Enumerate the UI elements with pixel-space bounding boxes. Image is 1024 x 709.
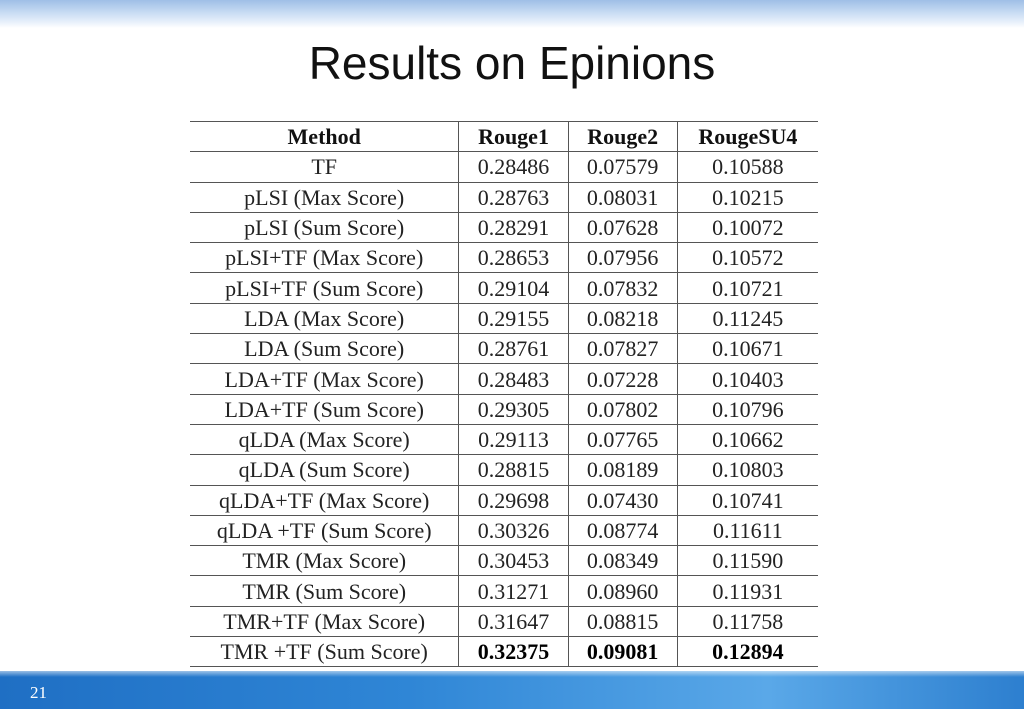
cell-rouge1: 0.28486 — [458, 151, 569, 183]
cell-rouge1: 0.28653 — [458, 242, 569, 274]
cell-rouge2: 0.07765 — [567, 423, 678, 456]
table-header-row: Method Rouge1 Rouge2 RougeSU4 — [190, 120, 818, 153]
cell-rouge2: 0.07430 — [567, 484, 678, 516]
cell-rougesu4: 0.10796 — [676, 393, 818, 425]
table-row: TMR (Sum Score) 0.31271 0.08960 0.11931 — [190, 575, 818, 607]
cell-rouge1: 0.28761 — [458, 333, 569, 365]
cell-rougesu4: 0.11931 — [676, 575, 818, 607]
cell-rouge2: 0.08349 — [567, 545, 678, 577]
cell-rouge1: 0.29113 — [458, 423, 569, 456]
table-row: pLSI+TF (Max Score) 0.28653 0.07956 0.10572 — [190, 242, 818, 274]
cell-rouge1: 0.29104 — [458, 272, 569, 304]
cell-rouge2: 0.08960 — [567, 575, 678, 607]
cell-rouge2: 0.07832 — [567, 272, 678, 304]
cell-rouge1: 0.31271 — [458, 575, 569, 607]
cell-rougesu4: 0.10803 — [676, 454, 818, 486]
cell-method: pLSI+TF (Sum Score) — [190, 272, 459, 304]
table-row: TF 0.28486 0.07579 0.10588 — [190, 151, 818, 183]
table-row: qLDA (Max Score) 0.29113 0.07765 0.10662 — [190, 423, 818, 456]
cell-rouge2: 0.07802 — [567, 393, 678, 425]
bottom-decorative-band — [0, 671, 1024, 709]
cell-method: LDA (Max Score) — [190, 302, 459, 335]
cell-method: TF — [190, 151, 459, 183]
cell-rougesu4: 0.10662 — [676, 423, 818, 456]
cell-rougesu4: 0.10215 — [676, 181, 818, 213]
cell-rouge2: 0.08218 — [567, 302, 678, 335]
slide-title: Results on Epinions — [308, 37, 716, 89]
cell-rouge2: 0.08189 — [567, 454, 678, 486]
cell-rougesu4: 0.12894 — [676, 636, 818, 668]
cell-rouge2: 0.08815 — [567, 605, 678, 638]
cell-method: LDA (Sum Score) — [190, 333, 459, 365]
cell-method: qLDA +TF (Sum Score) — [190, 514, 459, 547]
cell-rouge2: 0.08031 — [567, 181, 678, 213]
cell-rouge2: 0.09081 — [567, 636, 678, 668]
top-decorative-band — [0, 0, 1024, 28]
cell-rougesu4: 0.10671 — [676, 333, 818, 365]
cell-rouge1: 0.31647 — [458, 605, 569, 638]
table-body: TF 0.28486 0.07579 0.10588 pLSI (Max Score) 0… — [190, 151, 818, 668]
cell-rouge1: 0.32375 — [458, 636, 569, 668]
cell-rouge2: 0.07956 — [567, 242, 678, 274]
cell-method: qLDA (Sum Score) — [190, 454, 459, 486]
cell-method: pLSI+TF (Max Score) — [190, 242, 459, 274]
table-row: TMR+TF (Max Score) 0.31647 0.08815 0.11758 — [190, 605, 818, 638]
cell-rougesu4: 0.11611 — [676, 514, 818, 547]
cell-method: qLDA (Max Score) — [190, 423, 459, 456]
cell-rouge1: 0.28483 — [458, 363, 569, 395]
cell-rougesu4: 0.11758 — [676, 605, 818, 638]
cell-rouge2: 0.08774 — [567, 514, 678, 547]
cell-method: LDA+TF (Max Score) — [190, 363, 459, 395]
slide-number: 21 — [30, 683, 47, 702]
cell-method: pLSI (Sum Score) — [190, 211, 459, 244]
cell-rouge1: 0.29698 — [458, 484, 569, 516]
table-row: LDA+TF (Max Score) 0.28483 0.07228 0.10403 — [190, 363, 818, 395]
cell-method: TMR+TF (Max Score) — [190, 605, 459, 638]
cell-rouge1: 0.30453 — [458, 545, 569, 577]
cell-rouge1: 0.28815 — [458, 454, 569, 486]
cell-rouge2: 0.07228 — [567, 363, 678, 395]
cell-rougesu4: 0.10403 — [676, 363, 818, 395]
table-row: LDA (Max Score) 0.29155 0.08218 0.11245 — [190, 302, 818, 335]
cell-rougesu4: 0.10741 — [676, 484, 818, 516]
cell-rougesu4: 0.10721 — [676, 272, 818, 304]
cell-rouge1: 0.29155 — [458, 302, 569, 335]
results-table: Method Rouge1 Rouge2 RougeSU4 TF 0.28486 0… — [190, 120, 818, 668]
cell-rougesu4: 0.10072 — [676, 211, 818, 244]
table-row: LDA (Sum Score) 0.28761 0.07827 0.10671 — [190, 333, 818, 365]
table-row: pLSI (Max Score) 0.28763 0.08031 0.10215 — [190, 181, 818, 213]
header-method: Method — [190, 120, 459, 153]
table-row: pLSI (Sum Score) 0.28291 0.07628 0.10072 — [190, 211, 818, 244]
cell-rouge1: 0.29305 — [458, 393, 569, 425]
table-row: pLSI+TF (Sum Score) 0.29104 0.07832 0.10721 — [190, 272, 818, 304]
table-row: TMR (Max Score) 0.30453 0.08349 0.11590 — [190, 545, 818, 577]
cell-rougesu4: 0.11590 — [676, 545, 818, 577]
table-row: qLDA+TF (Max Score) 0.29698 0.07430 0.10741 — [190, 484, 818, 516]
cell-rouge2: 0.07628 — [567, 211, 678, 244]
table-row: TMR +TF (Sum Score) 0.32375 0.09081 0.12894 — [190, 636, 818, 668]
table-row: qLDA (Sum Score) 0.28815 0.08189 0.10803 — [190, 454, 818, 486]
cell-rouge1: 0.28291 — [458, 211, 569, 244]
cell-method: TMR +TF (Sum Score) — [190, 636, 459, 668]
cell-rougesu4: 0.10588 — [676, 151, 818, 183]
cell-rouge1: 0.30326 — [458, 514, 569, 547]
cell-method: pLSI (Max Score) — [190, 181, 459, 213]
table-row: qLDA +TF (Sum Score) 0.30326 0.08774 0.1161… — [190, 514, 818, 547]
cell-method: LDA+TF (Sum Score) — [190, 393, 459, 425]
cell-rouge1: 0.28763 — [458, 181, 569, 213]
cell-method: TMR (Sum Score) — [190, 575, 459, 607]
cell-rouge2: 0.07827 — [567, 333, 678, 365]
cell-method: TMR (Max Score) — [190, 545, 459, 577]
header-rougesu4: RougeSU4 — [676, 120, 818, 153]
header-rouge2: Rouge2 — [567, 120, 678, 153]
cell-rougesu4: 0.11245 — [676, 302, 818, 335]
cell-rougesu4: 0.10572 — [676, 242, 818, 274]
table-row: LDA+TF (Sum Score) 0.29305 0.07802 0.10796 — [190, 393, 818, 425]
cell-rouge2: 0.07579 — [567, 151, 678, 183]
header-rouge1: Rouge1 — [458, 120, 569, 153]
cell-method: qLDA+TF (Max Score) — [190, 484, 459, 516]
